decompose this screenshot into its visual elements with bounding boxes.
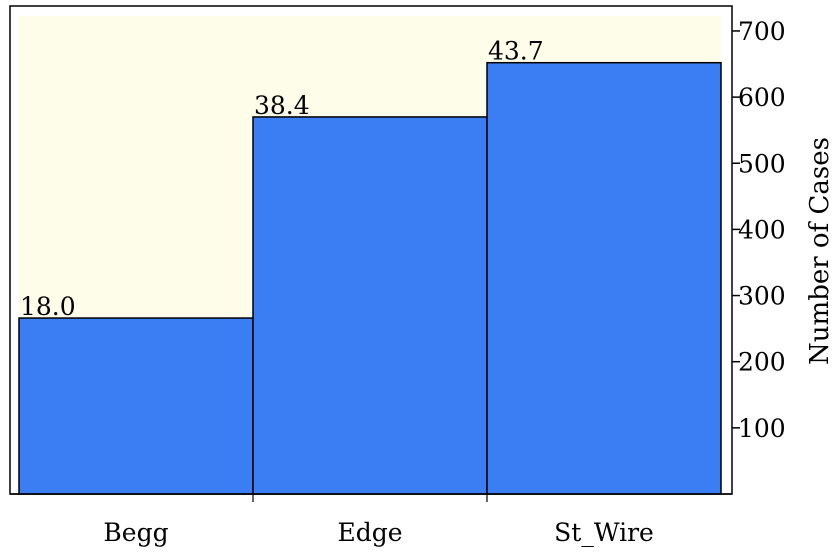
x-tick-label: St_Wire	[554, 518, 654, 547]
x-tick-label: Edge	[337, 518, 402, 547]
bar-data-label: 38.4	[254, 91, 310, 120]
y-axis-label: Number of Cases	[805, 137, 835, 365]
y-tick-label: 600	[738, 83, 786, 112]
x-tick-label: Begg	[103, 518, 168, 547]
y-tick-label: 200	[738, 348, 786, 377]
y-tick-label: 400	[738, 215, 786, 244]
bar-begg	[18, 317, 254, 495]
bar-data-label: 43.7	[488, 37, 544, 66]
bar-data-label: 18.0	[20, 292, 76, 321]
y-tick-label: 300	[738, 282, 786, 311]
y-tick-label: 500	[738, 149, 786, 178]
y-tick-label: 100	[738, 414, 786, 443]
bar-edge	[252, 116, 488, 495]
bar-st-wire	[486, 61, 722, 495]
y-tick-label: 700	[738, 17, 786, 46]
